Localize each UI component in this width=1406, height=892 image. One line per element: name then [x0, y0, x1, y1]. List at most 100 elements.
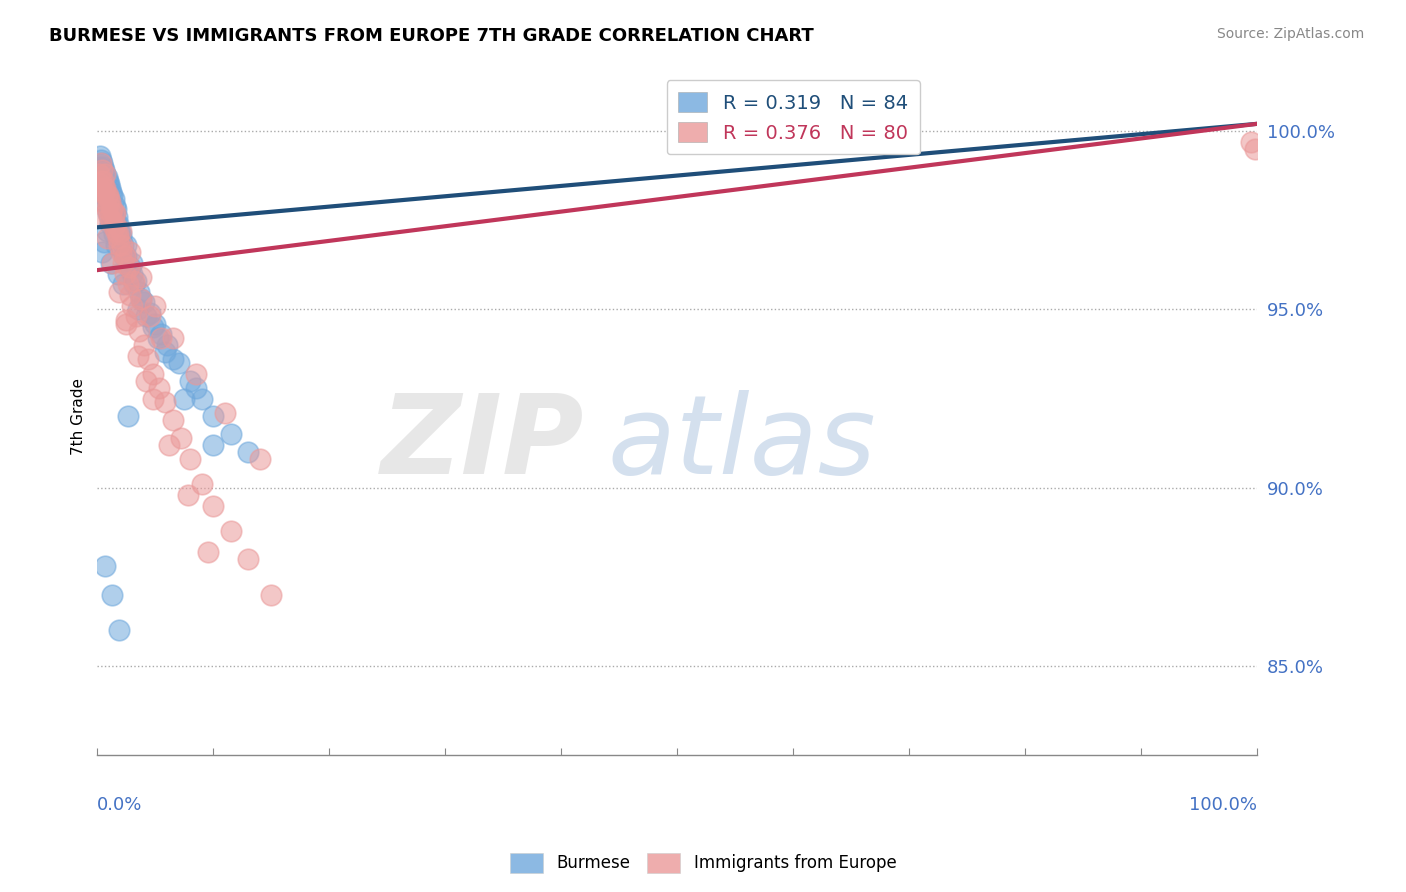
Point — [90, 156, 112, 170]
Point — [91, 210, 114, 224]
Point — [91, 185, 114, 199]
Text: 0.0%: 0.0% — [97, 796, 143, 814]
Point — [97, 174, 120, 188]
Point — [97, 199, 120, 213]
Point — [236, 552, 259, 566]
Point — [1243, 142, 1265, 156]
Point — [142, 392, 165, 406]
Point — [114, 249, 136, 263]
Point — [104, 217, 127, 231]
Point — [110, 227, 132, 242]
Point — [117, 277, 139, 292]
Text: 100.0%: 100.0% — [1189, 796, 1257, 814]
Point — [150, 327, 173, 342]
Point — [97, 210, 120, 224]
Point — [138, 306, 160, 320]
Point — [121, 299, 143, 313]
Point — [104, 206, 127, 220]
Point — [98, 181, 121, 195]
Point — [104, 213, 127, 227]
Point — [135, 310, 157, 324]
Point — [91, 160, 114, 174]
Point — [90, 174, 112, 188]
Point — [90, 178, 112, 192]
Point — [103, 192, 125, 206]
Point — [153, 345, 176, 359]
Point — [110, 224, 132, 238]
Point — [103, 227, 125, 242]
Point — [115, 313, 138, 327]
Point — [97, 192, 120, 206]
Point — [153, 395, 176, 409]
Point — [214, 406, 236, 420]
Point — [100, 256, 122, 270]
Point — [124, 310, 146, 324]
Legend: Burmese, Immigrants from Europe: Burmese, Immigrants from Europe — [503, 847, 903, 880]
Point — [118, 288, 141, 302]
Point — [93, 185, 115, 199]
Text: atlas: atlas — [607, 390, 876, 497]
Point — [143, 317, 166, 331]
Point — [138, 310, 160, 324]
Point — [117, 409, 139, 424]
Point — [97, 195, 120, 210]
Point — [131, 292, 153, 306]
Point — [118, 245, 141, 260]
Point — [107, 227, 129, 242]
Point — [143, 299, 166, 313]
Point — [89, 149, 111, 163]
Point — [110, 231, 132, 245]
Point — [157, 438, 180, 452]
Point — [179, 452, 201, 467]
Point — [93, 185, 115, 199]
Point — [97, 188, 120, 202]
Point — [107, 267, 129, 281]
Point — [90, 185, 112, 199]
Point — [94, 559, 117, 574]
Point — [111, 256, 134, 270]
Point — [101, 588, 124, 602]
Point — [101, 256, 124, 270]
Point — [111, 277, 134, 292]
Point — [98, 202, 121, 217]
Point — [219, 427, 242, 442]
Point — [91, 156, 114, 170]
Point — [179, 374, 201, 388]
Point — [91, 245, 114, 260]
Point — [107, 217, 129, 231]
Point — [91, 181, 114, 195]
Point — [96, 188, 118, 202]
Point — [112, 249, 135, 263]
Point — [104, 202, 127, 217]
Point — [190, 392, 212, 406]
Point — [249, 452, 271, 467]
Point — [101, 202, 124, 217]
Point — [91, 170, 114, 185]
Point — [104, 224, 127, 238]
Point — [156, 338, 179, 352]
Point — [91, 195, 114, 210]
Point — [148, 381, 170, 395]
Point — [150, 331, 173, 345]
Point — [184, 367, 207, 381]
Point — [128, 285, 150, 299]
Point — [114, 267, 136, 281]
Text: BURMESE VS IMMIGRANTS FROM EUROPE 7TH GRADE CORRELATION CHART: BURMESE VS IMMIGRANTS FROM EUROPE 7TH GR… — [49, 27, 814, 45]
Point — [260, 588, 283, 602]
Point — [96, 192, 118, 206]
Y-axis label: 7th Grade: 7th Grade — [72, 378, 86, 455]
Point — [111, 238, 134, 252]
Point — [121, 256, 143, 270]
Point — [94, 167, 117, 181]
Point — [128, 324, 150, 338]
Point — [108, 224, 131, 238]
Point — [94, 188, 117, 202]
Point — [100, 206, 122, 220]
Point — [202, 499, 225, 513]
Point — [115, 238, 138, 252]
Point — [236, 445, 259, 459]
Text: Source: ZipAtlas.com: Source: ZipAtlas.com — [1216, 27, 1364, 41]
Point — [131, 292, 153, 306]
Point — [96, 231, 118, 245]
Point — [184, 381, 207, 395]
